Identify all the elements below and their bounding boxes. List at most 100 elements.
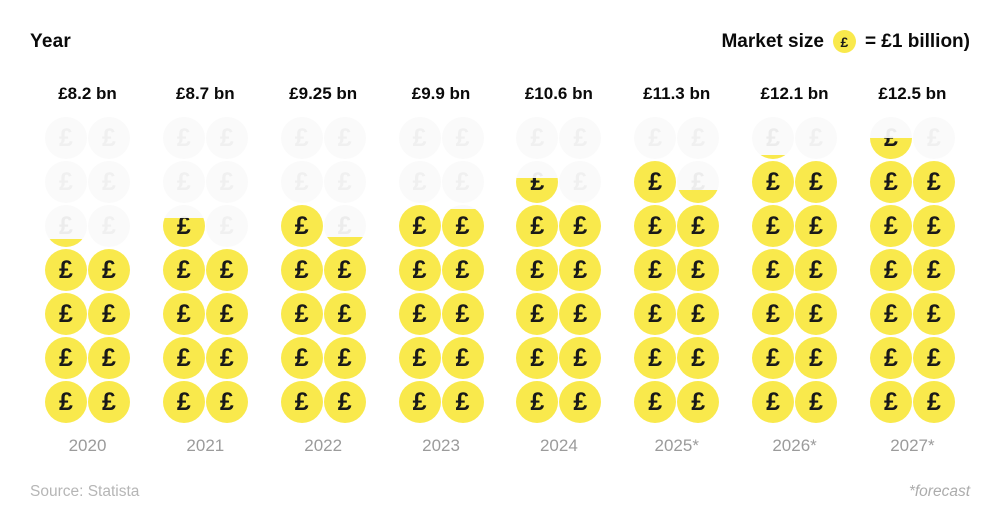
pound-glyph: £ — [883, 211, 898, 240]
pound-glyph: £ — [176, 343, 191, 372]
coin-partial-inner: £ — [324, 237, 366, 248]
pound-glyph: £ — [338, 237, 352, 239]
pound-glyph: £ — [176, 255, 191, 284]
value-label: £10.6 bn — [524, 84, 593, 103]
coin-icon: £ — [441, 249, 484, 291]
year-column: £8.7 bn£££££££££££££££2021 — [162, 84, 249, 456]
pound-glyph: £ — [926, 211, 941, 240]
coin-icon: £ — [162, 161, 205, 203]
pound-glyph: £ — [294, 123, 309, 152]
coin-icon: ££ — [441, 205, 484, 247]
legend-suffix: = £1 billion) — [864, 30, 970, 52]
pound-glyph: £ — [337, 299, 352, 328]
coin-icon: £ — [516, 205, 559, 247]
pound-glyph: £ — [412, 123, 427, 152]
pound-glyph: £ — [530, 211, 545, 240]
coin-partial-inner: £ — [163, 218, 205, 247]
coin-icon: £ — [795, 249, 838, 291]
coin-icon: £ — [912, 249, 955, 291]
coin-grid: £££££££££££££££ — [516, 117, 602, 423]
source-text: Source: Statista — [30, 483, 140, 500]
pound-glyph: £ — [766, 255, 781, 284]
coin-icon: £ — [752, 293, 795, 335]
value-label: £8.7 bn — [176, 84, 235, 103]
coin-icon: £ — [88, 249, 130, 291]
coin-icon: £ — [398, 381, 441, 423]
coin-icon: £ — [677, 249, 720, 291]
coin-icon: £ — [205, 205, 248, 247]
pictogram-chart: £8.2 bn£££££££££££££££2020£8.7 bn£££££££… — [0, 84, 1000, 456]
pound-glyph: £ — [219, 343, 234, 372]
pound-glyph: £ — [294, 255, 309, 284]
pound-glyph: £ — [530, 343, 545, 372]
pound-glyph: £ — [573, 343, 588, 372]
pound-glyph: £ — [809, 123, 824, 152]
year-label: 2025* — [654, 436, 699, 455]
coin-icon: £ — [280, 293, 323, 335]
coin-icon: £ — [559, 161, 602, 203]
pound-glyph: £ — [883, 167, 898, 196]
pound-glyph: £ — [883, 255, 898, 284]
pound-glyph: £ — [691, 167, 706, 196]
year-label: 2024 — [539, 436, 578, 455]
pound-glyph: £ — [337, 167, 352, 196]
coin-icon: ££ — [752, 117, 795, 159]
coin-icon: ££ — [323, 205, 366, 248]
coin-icon: £ — [752, 161, 795, 203]
coin-icon: ££ — [677, 161, 720, 203]
coin-icon: ££ — [869, 117, 912, 159]
pound-glyph: £ — [766, 343, 781, 372]
coin-icon: ££ — [45, 205, 87, 247]
coin-icon: £ — [398, 293, 441, 335]
coin-icon: £ — [677, 205, 720, 247]
pound-glyph: £ — [102, 299, 116, 328]
coin-icon: £ — [795, 337, 838, 379]
coin-partial-fill: £ — [441, 209, 484, 247]
coin-icon: £ — [752, 337, 795, 379]
coin-icon: £ — [88, 161, 130, 203]
pound-glyph: £ — [455, 387, 470, 416]
coin-icon: £ — [634, 293, 677, 335]
pound-glyph: £ — [691, 299, 706, 328]
coin-icon: £ — [162, 293, 205, 335]
pound-glyph: £ — [648, 123, 663, 152]
coin-icon: £ — [634, 205, 677, 247]
pound-glyph: £ — [809, 167, 824, 196]
coin-grid: £££££££££££££££ — [398, 117, 484, 423]
pound-glyph: £ — [59, 211, 73, 240]
pound-glyph: £ — [294, 387, 309, 416]
pound-glyph: £ — [766, 211, 781, 240]
coin-icon: £ — [205, 381, 248, 423]
coin-icon: £ — [516, 249, 559, 291]
pound-glyph: £ — [412, 255, 427, 284]
coin-icon: £ — [634, 249, 677, 291]
year-column: £12.5 bn£££££££££££££££2027* — [869, 84, 956, 456]
coin-icon: £ — [88, 337, 130, 379]
coin-icon: ££ — [162, 205, 205, 247]
coin-icon: £ — [516, 337, 559, 379]
pound-glyph: £ — [102, 343, 116, 372]
coin-grid: £££££££££££££££ — [280, 117, 366, 423]
coin-icon: £ — [869, 337, 912, 379]
coin-icon: £ — [912, 161, 955, 203]
value-label: £11.3 bn — [643, 84, 711, 103]
pound-glyph: £ — [219, 387, 234, 416]
coin-icon: £ — [634, 161, 677, 203]
coin-icon: £ — [205, 117, 248, 159]
coin-partial-inner: £ — [442, 209, 484, 247]
pound-glyph: £ — [337, 343, 352, 372]
coin-grid: £££££££££££££££ — [45, 117, 130, 423]
coin-icon: £ — [869, 249, 912, 291]
pound-glyph: £ — [573, 211, 588, 240]
pound-glyph: £ — [337, 387, 352, 416]
coin-icon: £ — [912, 205, 955, 247]
year-label: 2021 — [186, 436, 225, 455]
pound-glyph: £ — [294, 211, 309, 240]
pound-glyph: £ — [59, 387, 73, 416]
coin-icon: £ — [45, 117, 87, 159]
pound-glyph: £ — [530, 255, 545, 284]
coin-icon: £ — [162, 249, 205, 291]
pound-glyph: £ — [219, 255, 234, 284]
year-label: 2027* — [890, 436, 935, 455]
coin-icon: £ — [912, 293, 955, 335]
